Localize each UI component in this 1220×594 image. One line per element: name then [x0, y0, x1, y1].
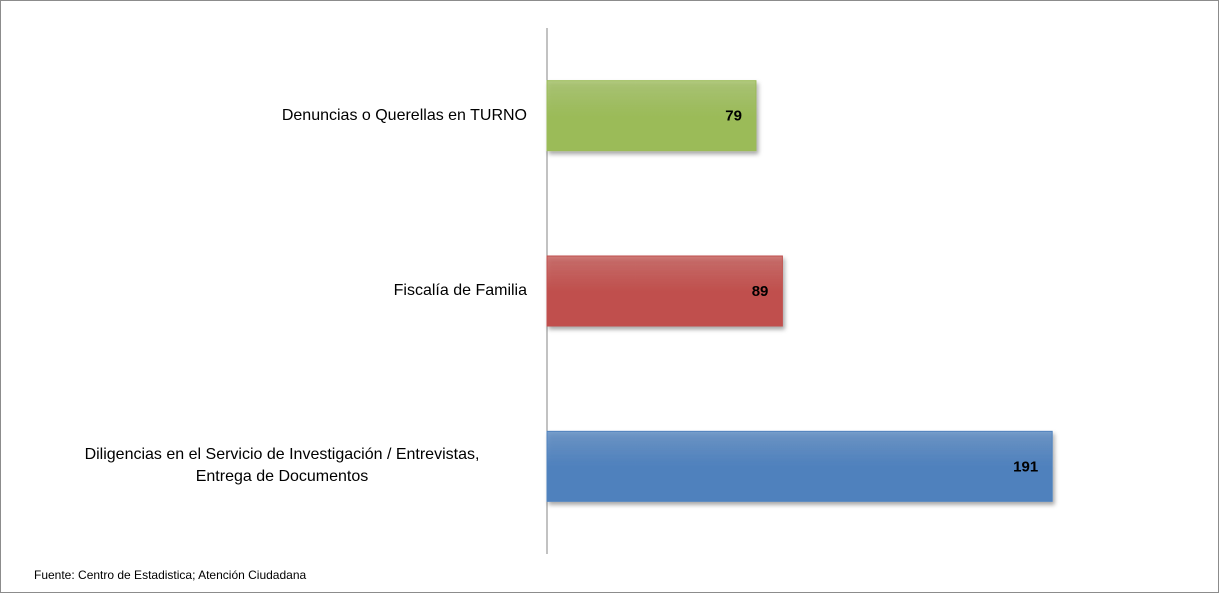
bar [546, 80, 757, 152]
value-label: 89 [752, 283, 769, 300]
value-label: 79 [725, 108, 742, 125]
category-label: Diligencias en el Servicio de Investigac… [84, 446, 480, 486]
category-label: Denuncias o Querellas en TURNO [281, 106, 527, 124]
value-label: 191 [1013, 458, 1038, 475]
bar [546, 255, 783, 327]
bar [546, 430, 1053, 502]
source-note: Fuente: Centro de Estadistica; Atención … [34, 568, 307, 582]
category-label: Fiscalía de Familia [393, 282, 527, 299]
